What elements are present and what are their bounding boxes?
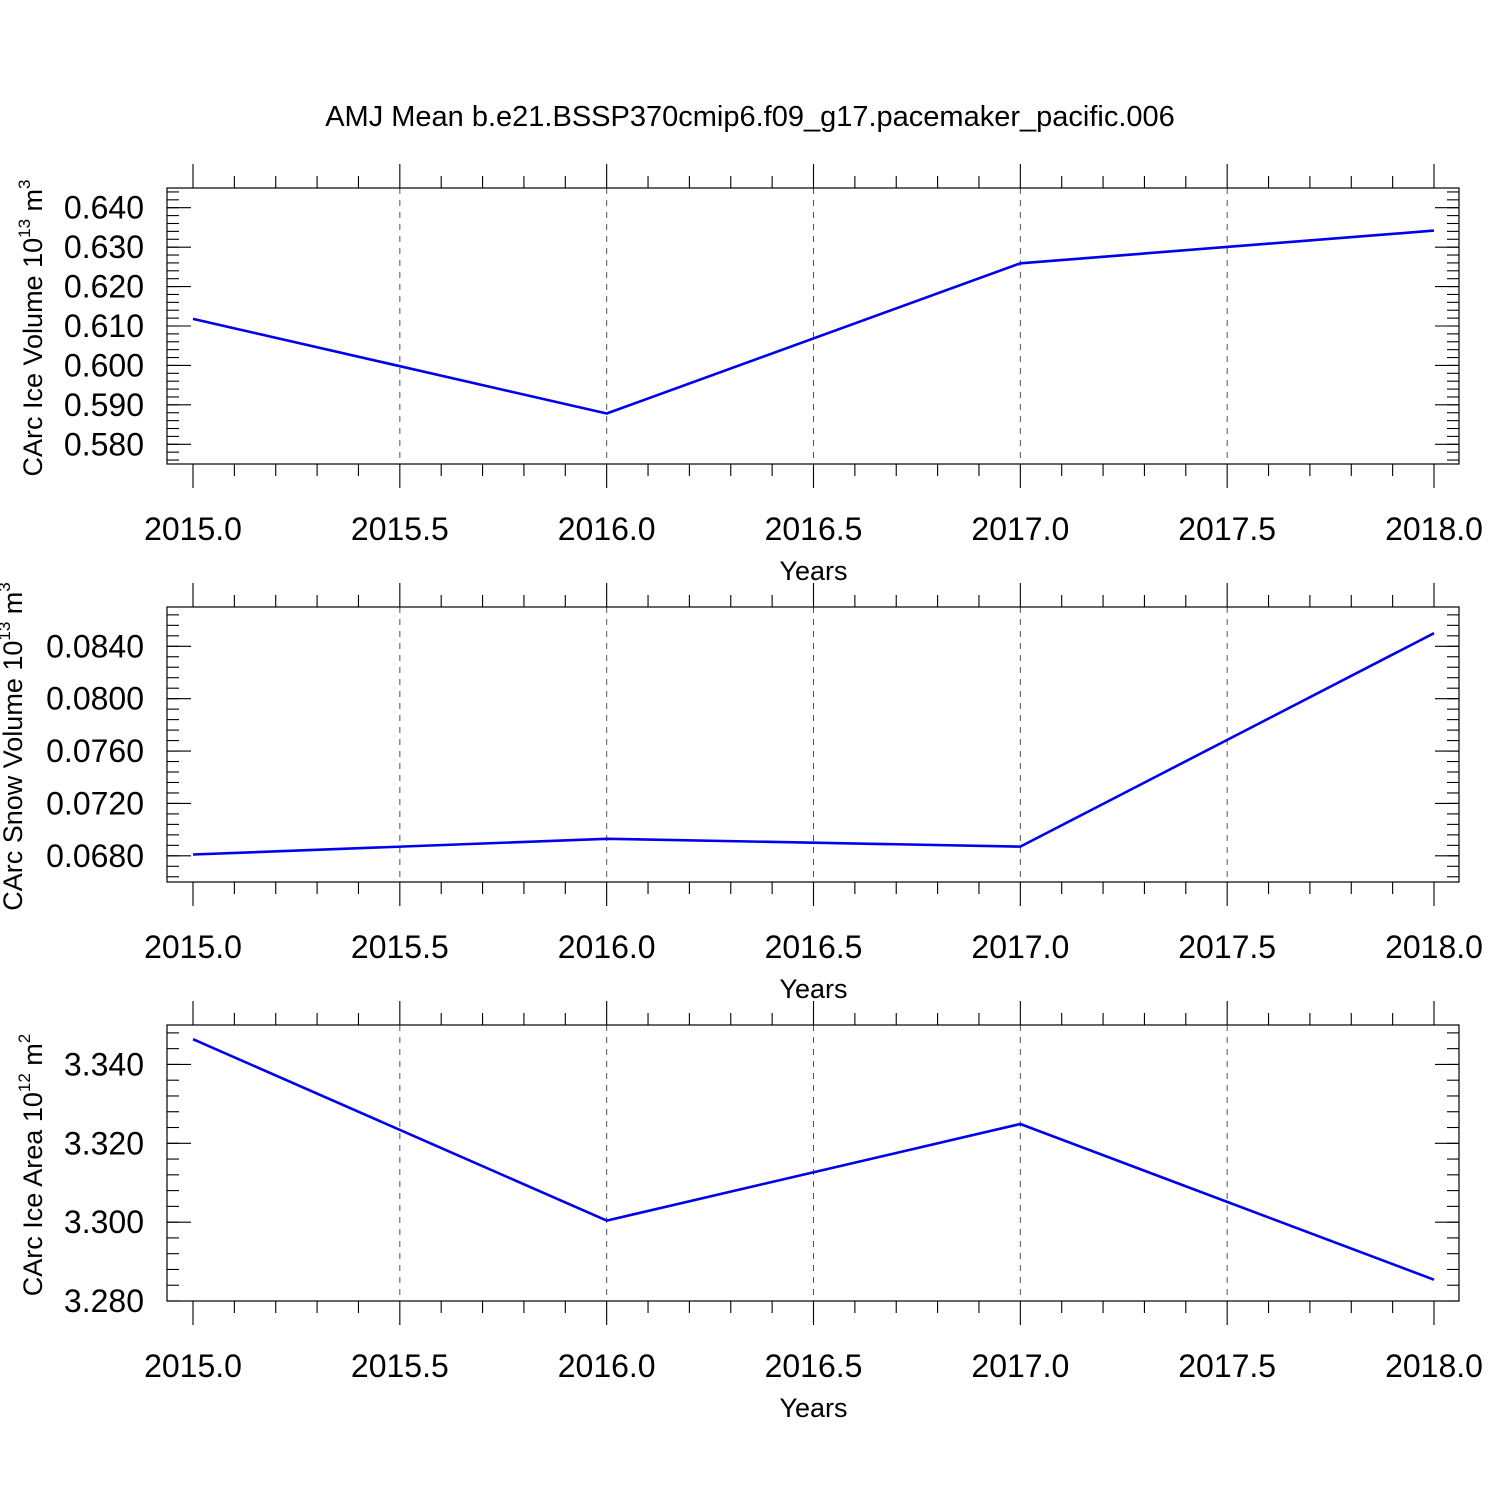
x-tick-label: 2016.5 [765,929,863,965]
x-tick-label: 2016.5 [765,1348,863,1384]
y-tick-label: 3.320 [64,1125,144,1161]
y-tick-label: 0.0840 [46,628,144,664]
y-axis-title-superscript: 12 [15,1073,34,1092]
y-tick-label: 3.280 [64,1283,144,1319]
chart-panel-1: 2015.0 2015.5 2016.0 2016.5 2017.0 2017.5 2018… [15,164,1483,586]
chart-panel-3: 2015.0 2015.5 2016.0 2016.5 2017.0 2017.5 2018… [15,1001,1483,1423]
x-tick-label: 2017.5 [1178,1348,1276,1384]
x-tick-label: 2017.0 [971,511,1069,547]
chart-panel-2: 2015.0 2015.5 2016.0 2016.5 2017.0 2017.5 2018… [0,582,1483,1004]
y-tick-label: 0.0720 [46,785,144,821]
x-tick-label: 2017.0 [971,1348,1069,1384]
y-axis-title-superscript: 13 [0,622,14,641]
x-tick-label: 2017.5 [1178,511,1276,547]
y-axis-title: CArc Ice Area 1012 m2 [15,1034,48,1297]
x-axis-title: Years [779,556,847,586]
y-tick-label: 0.0680 [46,838,144,874]
series-line [192,1038,1435,1281]
data-point [191,1037,195,1041]
y-axis-title-part: m [18,189,48,219]
y-axis-title-part: m [0,592,28,622]
data-point [1432,229,1436,233]
x-tick-label: 2016.0 [558,1348,656,1384]
data-point [605,412,609,416]
y-tick-label: 0.620 [64,269,144,305]
y-axis-title-superscript: 2 [15,1034,34,1043]
chart-title: AMJ Mean b.e21.BSSP370cmip6.f09_g17.pace… [325,101,1175,133]
y-axis-title-part: CArc Ice Volume 10 [18,238,48,477]
x-tick-label: 2015.0 [144,929,242,965]
x-tick-label: 2017.0 [971,929,1069,965]
y-tick-label: 0.640 [64,190,144,226]
y-tick-label: 0.0760 [46,733,144,769]
y-axis-title-superscript: 13 [15,219,34,238]
y-axis-title-part: CArc Ice Area 10 [18,1092,48,1296]
series-line [192,229,1435,415]
y-tick-label: 0.600 [64,347,144,383]
data-point [191,853,195,857]
x-tick-label: 2018.0 [1385,929,1483,965]
y-tick-label: 0.610 [64,308,144,344]
y-axis-title: CArc Snow Volume 1013 m3 [0,582,28,911]
data-point [605,1219,609,1223]
y-tick-label: 0.0800 [46,681,144,717]
x-tick-label: 2015.0 [144,511,242,547]
x-tick-label: 2015.5 [351,929,449,965]
data-point [1018,1122,1022,1126]
x-tick-label: 2016.0 [558,511,656,547]
y-tick-label: 0.580 [64,426,144,462]
y-tick-label: 0.590 [64,387,144,423]
y-axis-title: CArc Ice Volume 1013 m3 [15,179,48,476]
y-tick-label: 3.300 [64,1204,144,1240]
x-tick-label: 2015.5 [351,1348,449,1384]
y-tick-label: 3.340 [64,1046,144,1082]
data-point [1432,1278,1436,1282]
y-tick-label: 0.630 [64,229,144,265]
x-tick-label: 2015.0 [144,1348,242,1384]
x-axis-title: Years [779,1393,847,1423]
x-axis-title: Years [779,974,847,1004]
x-tick-label: 2016.5 [765,511,863,547]
y-axis-title-superscript: 3 [0,582,14,591]
x-tick-label: 2016.0 [558,929,656,965]
data-point [191,317,195,321]
data-point [1018,261,1022,265]
y-axis-title-part: CArc Snow Volume 10 [0,641,28,911]
x-tick-label: 2018.0 [1385,511,1483,547]
data-point [1432,631,1436,635]
y-axis-title-part: m [18,1043,48,1073]
data-point [605,837,609,841]
series-line [192,632,1435,856]
x-tick-label: 2017.5 [1178,929,1276,965]
data-point [1018,845,1022,849]
x-tick-label: 2018.0 [1385,1348,1483,1384]
x-tick-label: 2015.5 [351,511,449,547]
y-axis-title-superscript: 3 [15,179,34,188]
